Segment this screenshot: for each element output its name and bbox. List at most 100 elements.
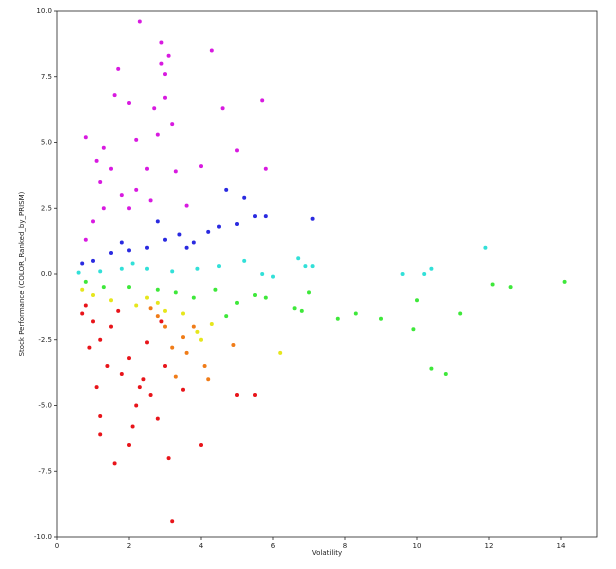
point — [213, 287, 218, 292]
point — [181, 387, 185, 392]
point — [184, 245, 189, 250]
point — [429, 366, 434, 371]
point — [483, 245, 488, 250]
point — [119, 371, 124, 376]
point — [94, 158, 99, 163]
point — [307, 290, 311, 295]
point — [443, 371, 448, 376]
point — [299, 308, 304, 313]
point — [400, 272, 405, 276]
point — [148, 392, 153, 397]
point — [155, 416, 160, 421]
point — [145, 266, 149, 271]
y-tick-label: -2.5 — [38, 336, 52, 344]
point — [109, 250, 113, 255]
point — [83, 237, 88, 242]
y-tick-label: 10.0 — [36, 7, 52, 15]
point — [292, 306, 297, 311]
point — [116, 308, 121, 313]
y-tick-label: -7.5 — [38, 467, 52, 475]
point — [253, 392, 257, 397]
y-tick-label: -5.0 — [38, 402, 52, 410]
point — [91, 319, 95, 324]
point — [263, 295, 268, 300]
point — [173, 290, 178, 295]
x-tick-label: 0 — [55, 542, 59, 550]
y-axis-label: Stock Performance (COLOR_Ranked_by_PRISM… — [18, 191, 26, 356]
point — [83, 279, 88, 284]
point — [83, 135, 88, 140]
point — [137, 385, 142, 390]
point — [170, 269, 175, 274]
point — [508, 285, 513, 290]
point — [278, 350, 283, 355]
point — [159, 61, 164, 66]
point — [155, 300, 160, 305]
point — [83, 303, 88, 308]
point — [98, 414, 103, 419]
plot-frame — [56, 10, 598, 538]
point — [76, 270, 81, 275]
x-tick-label: 10 — [413, 542, 422, 550]
point — [224, 187, 229, 192]
point — [184, 350, 189, 355]
point — [353, 311, 358, 316]
point — [98, 337, 103, 342]
point — [310, 264, 315, 269]
y-tick-label: 2.5 — [41, 204, 52, 212]
point — [177, 232, 182, 237]
point — [105, 364, 110, 369]
point — [166, 53, 171, 58]
point — [335, 316, 340, 321]
point — [199, 442, 203, 447]
point — [173, 374, 178, 379]
point — [242, 195, 247, 200]
point — [134, 187, 139, 192]
point — [163, 364, 167, 369]
point — [170, 519, 175, 524]
point — [127, 285, 131, 290]
point — [163, 237, 167, 242]
point — [170, 122, 175, 127]
point — [145, 340, 149, 345]
point — [127, 101, 131, 106]
point — [184, 203, 189, 208]
point — [127, 356, 131, 361]
point — [155, 287, 160, 292]
point — [260, 272, 265, 276]
point — [191, 324, 196, 329]
point — [145, 166, 149, 171]
point — [80, 311, 85, 316]
point — [137, 19, 142, 24]
point — [134, 137, 139, 142]
point — [195, 266, 200, 271]
point — [116, 66, 121, 71]
x-tick-label: 14 — [557, 542, 566, 550]
point — [235, 222, 239, 227]
point — [155, 314, 160, 319]
point — [91, 258, 95, 263]
point — [101, 206, 106, 211]
point — [170, 345, 175, 350]
point — [166, 456, 171, 461]
point — [191, 240, 196, 245]
x-axis-label: Volatility — [312, 549, 342, 557]
point — [112, 461, 117, 466]
point — [148, 198, 153, 203]
point — [91, 219, 95, 224]
point — [429, 266, 434, 271]
point — [130, 261, 135, 266]
point — [91, 293, 95, 298]
point — [127, 442, 131, 447]
point — [199, 337, 203, 342]
point — [263, 214, 268, 219]
point — [148, 306, 153, 311]
point — [163, 95, 167, 100]
point — [101, 145, 106, 150]
point — [209, 321, 214, 326]
point — [163, 308, 167, 313]
point — [206, 229, 211, 234]
point — [415, 298, 419, 303]
x-tick-label: 6 — [271, 542, 276, 550]
point — [152, 106, 157, 111]
